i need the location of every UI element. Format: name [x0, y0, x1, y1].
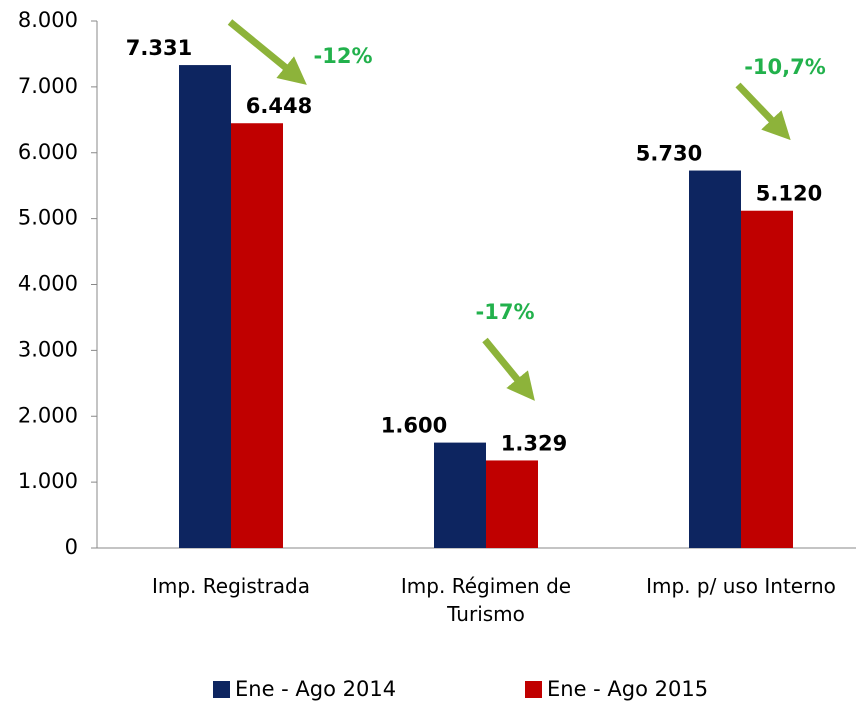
data-label: 5.730 [636, 142, 702, 166]
y-tick-label: 8.000 [18, 8, 78, 32]
data-label: 6.448 [246, 94, 312, 118]
y-tick-label: 4.000 [18, 272, 78, 296]
bar [741, 210, 793, 548]
y-tick-label: 3.000 [18, 337, 78, 361]
arrow [735, 82, 791, 141]
bar [486, 460, 538, 548]
data-label: 1.329 [501, 431, 567, 455]
bar [689, 170, 741, 548]
x-tick-label: Imp. Registrada [151, 574, 311, 598]
legend-label: Ene - Ago 2014 [235, 677, 396, 701]
y-tick-label: 2.000 [18, 403, 78, 427]
arrow [227, 19, 307, 85]
bar [434, 442, 486, 548]
data-label: 5.120 [756, 182, 822, 206]
annotation: -17% [476, 300, 535, 324]
y-tick-label: 5.000 [18, 206, 78, 230]
y-tick-label: 0 [65, 535, 78, 559]
bar [231, 123, 283, 548]
legend-swatch [525, 681, 542, 698]
annotation: -10,7% [744, 55, 826, 79]
arrow [482, 337, 535, 401]
bar [179, 65, 231, 548]
x-tick-label: Imp. Régimen de Turismo [400, 574, 572, 626]
legend-label: Ene - Ago 2015 [547, 677, 708, 701]
y-tick-label: 1.000 [18, 469, 78, 493]
annotation: -12% [314, 44, 373, 68]
data-label: 1.600 [381, 414, 447, 438]
y-tick-label: 7.000 [18, 74, 78, 98]
y-tick-label: 6.000 [18, 140, 78, 164]
legend-swatch [213, 681, 230, 698]
data-label: 7.331 [126, 36, 192, 60]
x-tick-label: Imp. p/ uso Interno [646, 574, 836, 598]
